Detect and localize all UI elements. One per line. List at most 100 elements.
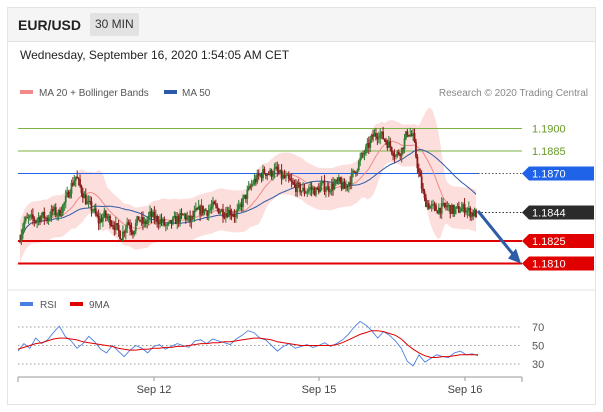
candle-body <box>86 201 89 205</box>
candle-body <box>167 222 170 225</box>
candle-body <box>89 200 91 202</box>
candle-body <box>303 187 306 194</box>
candle-body <box>99 218 101 224</box>
candle-body <box>81 192 84 199</box>
candle-body <box>445 205 447 208</box>
candle-body <box>264 173 267 176</box>
candle-body <box>143 221 146 224</box>
candle-body <box>415 141 417 157</box>
legend-label: MA 20 + Bollinger Bands <box>39 88 149 99</box>
candle-body <box>140 217 143 221</box>
candle-body <box>332 183 334 190</box>
candle-body <box>284 175 287 178</box>
candle-body <box>306 191 309 193</box>
candle-body <box>345 185 347 189</box>
candle-body <box>273 168 276 176</box>
candle-body <box>139 220 141 222</box>
candle-body <box>197 206 200 210</box>
candle-body <box>190 216 193 223</box>
candle-body <box>31 214 34 219</box>
candle-body <box>440 203 443 214</box>
candle-body <box>460 208 463 212</box>
candle-body <box>463 204 466 213</box>
candle-body <box>212 201 214 207</box>
candle-body <box>280 169 283 179</box>
candle-body <box>325 190 327 192</box>
candle-body <box>443 202 446 206</box>
candle-body <box>340 182 343 189</box>
candle-body <box>74 176 77 181</box>
datetime-label: Wednesday, September 16, 2020 1:54:05 AM… <box>20 48 290 62</box>
candle-body <box>244 194 247 199</box>
candle-body <box>177 215 180 223</box>
candle-body <box>396 151 399 155</box>
candle-body <box>239 204 242 206</box>
candle-body <box>223 216 226 218</box>
candle-body <box>373 133 376 137</box>
timeframe-badge[interactable]: 30 MIN <box>90 13 139 36</box>
candle-body <box>399 154 402 157</box>
candle-body <box>347 182 350 188</box>
candle-body <box>113 226 116 231</box>
legend-label: MA 50 <box>182 88 211 99</box>
candle-body <box>206 210 209 216</box>
level-tag <box>522 166 594 181</box>
candle-body <box>116 223 119 225</box>
candle-body <box>147 216 150 221</box>
candle-body <box>349 182 352 185</box>
candle-body <box>400 147 403 157</box>
candle-body <box>23 221 26 229</box>
candle-body <box>422 188 425 192</box>
candle-body <box>406 131 409 136</box>
candles-group <box>19 126 477 245</box>
candle-body <box>339 177 342 183</box>
candle-body <box>405 131 407 139</box>
candle-body <box>123 231 126 233</box>
candle-body <box>397 151 400 155</box>
rsi-ma9-line <box>17 330 478 358</box>
candle-body <box>110 224 113 226</box>
level-label: 1.1870 <box>532 169 566 181</box>
candle-body <box>276 166 279 171</box>
candle-body <box>327 186 330 192</box>
x-tick-label: Sep 15 <box>302 384 337 396</box>
candle-body <box>386 142 389 148</box>
candle-body <box>465 211 467 213</box>
candle-body <box>407 135 410 137</box>
candle-body <box>103 210 106 218</box>
candle-body <box>336 179 339 182</box>
candle-body <box>302 187 304 191</box>
candle-body <box>330 183 333 192</box>
level-tag <box>522 234 594 248</box>
candle-body <box>112 224 114 227</box>
candle-body <box>473 210 476 216</box>
candle-body <box>37 217 40 220</box>
candle-body <box>19 241 21 242</box>
candle-body <box>102 217 104 222</box>
candle-body <box>166 224 169 226</box>
candle-body <box>342 181 344 189</box>
candle-body <box>142 217 144 224</box>
forecast-arrow <box>476 210 516 257</box>
pair-title: EUR/USD <box>18 17 82 33</box>
candle-body <box>387 141 390 148</box>
candle-body <box>109 216 111 225</box>
candle-body <box>369 139 372 148</box>
candle-body <box>322 181 324 183</box>
candle-body <box>279 169 282 173</box>
candle-body <box>379 133 382 139</box>
candle-body <box>54 207 57 216</box>
candle-body <box>359 157 362 162</box>
candle-body <box>282 174 284 179</box>
candle-body <box>57 210 60 216</box>
candle-body <box>137 216 140 221</box>
level-label: 1.1810 <box>532 259 566 271</box>
candle-body <box>66 191 69 196</box>
candle-body <box>236 209 239 214</box>
candle-body <box>274 166 277 169</box>
candle-body <box>262 169 264 179</box>
candle-body <box>247 186 250 190</box>
candle-body <box>214 204 217 206</box>
bollinger-band <box>20 107 476 263</box>
candle-body <box>94 208 97 215</box>
